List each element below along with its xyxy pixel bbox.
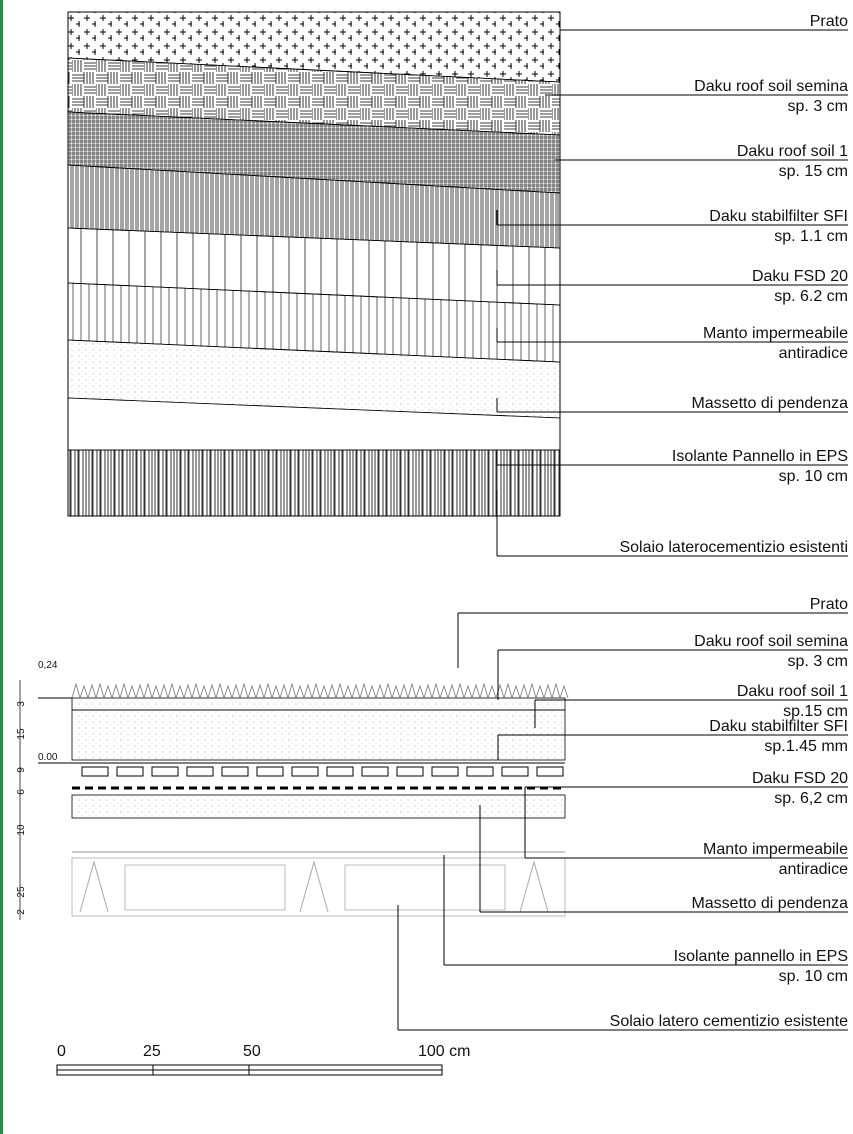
label: Isolante Pannello in EPS xyxy=(672,448,848,465)
level: 0,24 xyxy=(38,660,58,671)
dimension: 25 xyxy=(16,886,27,898)
layer xyxy=(72,698,565,710)
label: Massetto di pendenza xyxy=(691,895,848,912)
level: 0.00 xyxy=(38,752,58,763)
dimension: 3 xyxy=(16,701,27,707)
layer xyxy=(72,710,565,760)
label: Daku FSD 20 xyxy=(752,268,848,285)
scale-label: 50 xyxy=(243,1043,261,1060)
label-spec: sp. 10 cm xyxy=(779,968,848,985)
drawing-page: Prato Daku roof soil semina sp. 3 cm Daku r… xyxy=(0,0,853,1134)
label: Daku roof soil 1 xyxy=(737,683,848,700)
grass xyxy=(72,684,568,698)
drain-cell xyxy=(432,767,458,776)
block xyxy=(125,865,285,910)
side-bar xyxy=(0,0,3,1134)
label: Daku roof soil semina xyxy=(694,78,848,95)
slab-rib xyxy=(80,862,548,912)
dimension: 2 xyxy=(16,909,27,915)
block xyxy=(345,865,505,910)
label: Daku roof soil semina xyxy=(694,633,848,650)
label: Massetto di pendenza xyxy=(691,395,848,412)
label: Manto impermeabile xyxy=(703,325,848,342)
label: Prato xyxy=(810,596,848,613)
label: Daku stabilfilter SFI xyxy=(709,208,848,225)
drain-cell xyxy=(467,767,493,776)
scale-segment xyxy=(249,1065,442,1070)
label: Isolante pannello in EPS xyxy=(674,948,848,965)
drain-cell xyxy=(82,767,108,776)
label-spec: sp. 15 cm xyxy=(779,163,848,180)
scale-label: 25 xyxy=(143,1043,161,1060)
label: Daku roof soil 1 xyxy=(737,143,848,160)
drain-cell xyxy=(327,767,353,776)
scale-label: 100 cm xyxy=(418,1043,470,1060)
drain-cell xyxy=(502,767,528,776)
scale-bar: 0 25 50 100 cm xyxy=(57,1043,470,1075)
label-spec: antiradice xyxy=(779,345,848,362)
drain-cell xyxy=(257,767,283,776)
drain-cell xyxy=(222,767,248,776)
drain-cell xyxy=(362,767,388,776)
label-spec: sp. 6.2 cm xyxy=(774,288,848,305)
label: Daku stabilfilter SFI xyxy=(709,718,848,735)
layer xyxy=(68,450,560,516)
label: Manto impermeabile xyxy=(703,841,848,858)
dimension: 9 xyxy=(16,767,27,773)
drain-cell xyxy=(187,767,213,776)
scale-segment xyxy=(153,1070,249,1075)
label: Solaio latero cementizio esistente xyxy=(610,1013,848,1030)
drain-cell xyxy=(117,767,143,776)
scale-label: 0 xyxy=(57,1043,66,1060)
bottom-section: Prato Daku roof soil semina sp. 3 cm Daku r… xyxy=(16,596,848,1030)
label-spec: sp. 3 cm xyxy=(788,98,848,115)
top-section: Prato Daku roof soil semina sp. 3 cm Daku r… xyxy=(68,12,848,556)
label-spec: antiradice xyxy=(779,861,848,878)
drain-cell xyxy=(537,767,563,776)
label-spec: sp. 1.1 cm xyxy=(774,228,848,245)
drain-cell xyxy=(292,767,318,776)
label-spec: sp. 6,2 cm xyxy=(774,790,848,807)
drain-cell xyxy=(397,767,423,776)
label: Solaio laterocementizio esistenti xyxy=(619,539,848,556)
label-spec: sp.1.45 mm xyxy=(764,738,848,755)
label: Prato xyxy=(810,13,848,30)
layer xyxy=(72,795,565,818)
label-spec: sp. 3 cm xyxy=(788,653,848,670)
scale-segment xyxy=(57,1065,153,1070)
drain-cell xyxy=(152,767,178,776)
dimension: 15 xyxy=(16,728,27,740)
dimension: 6 xyxy=(16,789,27,795)
slab xyxy=(72,858,565,916)
label: Daku FSD 20 xyxy=(752,770,848,787)
dimension: 10 xyxy=(16,824,27,836)
label-spec: sp. 10 cm xyxy=(779,468,848,485)
